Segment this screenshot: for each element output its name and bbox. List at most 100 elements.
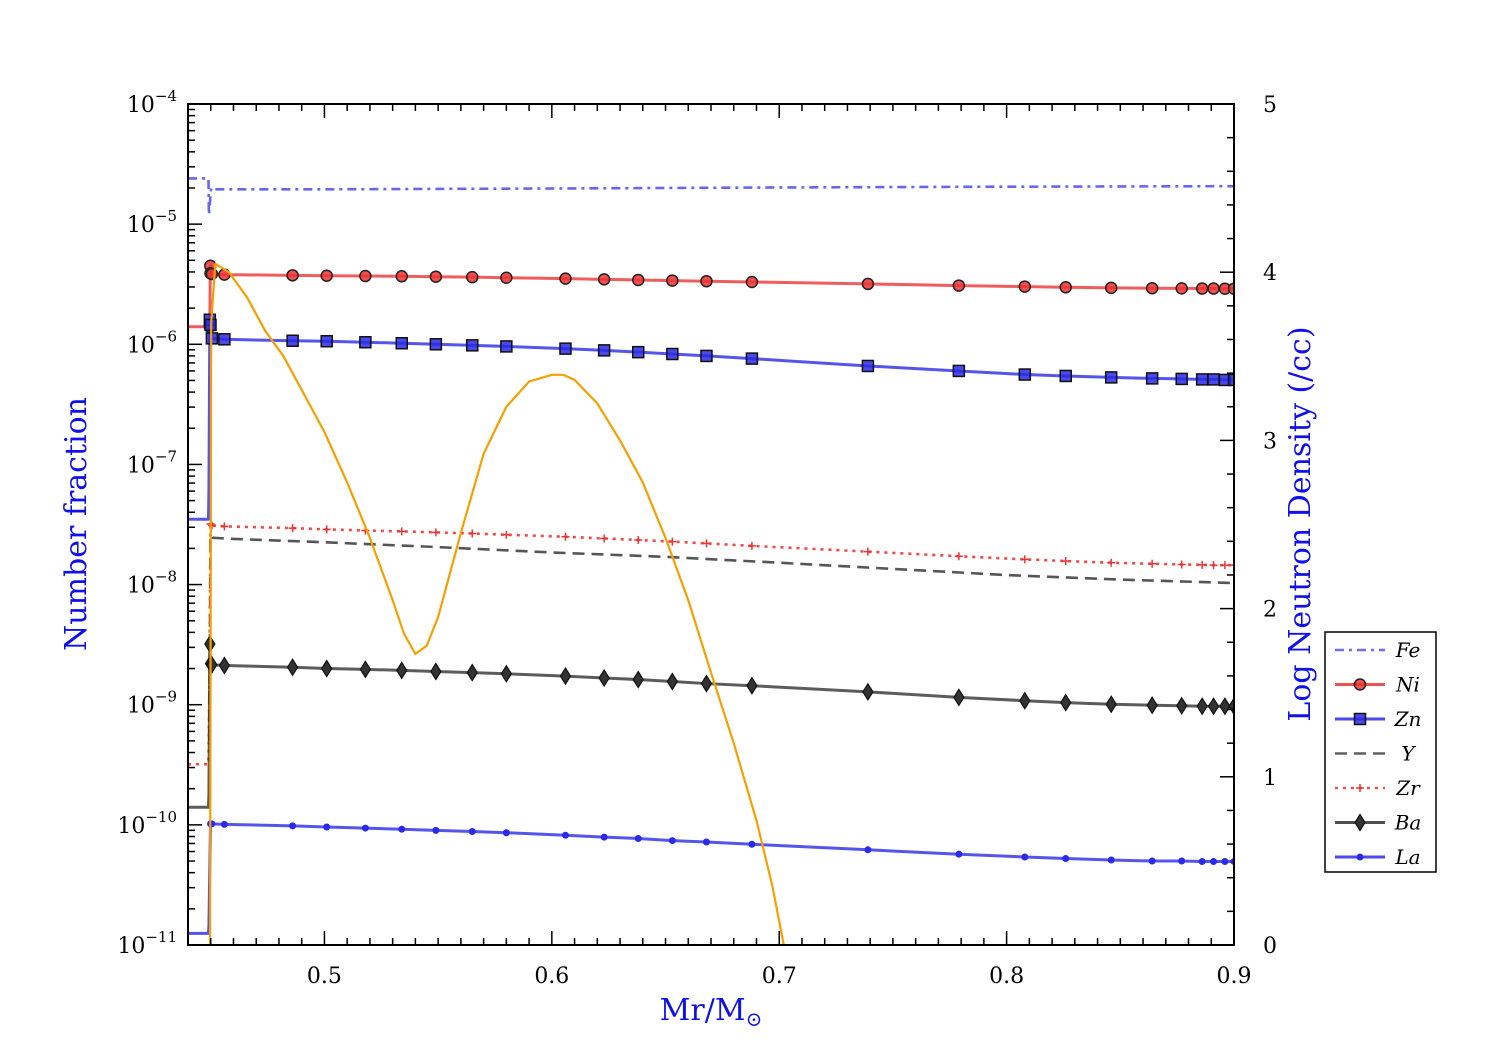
series-ni-marker bbox=[465, 270, 479, 284]
series-la-marker bbox=[864, 846, 872, 854]
series-zn-line bbox=[188, 318, 1234, 521]
series-ni-marker bbox=[861, 277, 875, 291]
legend-marker bbox=[1353, 712, 1367, 726]
axis-ticks bbox=[188, 103, 1235, 946]
x-axis-title: Mr/M⊙ bbox=[660, 993, 763, 1031]
y-right-tick-labels: 0 1 2 3 4 5 bbox=[1263, 93, 1277, 959]
series-la-marker bbox=[1210, 858, 1218, 866]
series-la-marker bbox=[432, 826, 440, 834]
legend-item-la: La bbox=[1335, 845, 1421, 869]
series-zn-marker bbox=[359, 335, 372, 349]
series-ni-marker bbox=[1145, 281, 1159, 295]
series-ba-marker bbox=[953, 688, 965, 707]
x-tick-label: 0.6 bbox=[534, 964, 569, 989]
y-tick-label: 10−8 bbox=[127, 568, 177, 599]
series-zr-marker bbox=[1220, 561, 1229, 570]
series-y bbox=[208, 533, 1234, 741]
x-tick-label: 0.5 bbox=[307, 964, 342, 989]
series-ba-marker bbox=[559, 666, 572, 686]
series-zr-marker bbox=[863, 547, 872, 556]
y-tick-label: 10−6 bbox=[127, 327, 177, 358]
series-zn bbox=[188, 313, 1234, 521]
y-right-tick-label: 0 bbox=[1263, 934, 1277, 959]
x-tick-label: 0.8 bbox=[989, 964, 1024, 989]
series-ni-marker bbox=[1104, 281, 1118, 295]
series-la-marker bbox=[600, 833, 608, 841]
series-zr-marker bbox=[322, 525, 331, 534]
series-zr-marker bbox=[1198, 560, 1207, 569]
series-ni-line bbox=[188, 264, 1234, 329]
series-zn-marker bbox=[745, 352, 759, 365]
y-right-tick-label: 1 bbox=[1263, 766, 1277, 791]
series-zr-marker bbox=[954, 552, 963, 561]
series-la-marker bbox=[289, 822, 297, 830]
y-axis-title: Number fraction bbox=[59, 397, 94, 651]
series-y-line bbox=[208, 533, 1234, 741]
series-ba-marker bbox=[598, 668, 610, 688]
series-zr-marker bbox=[220, 522, 229, 531]
neutron-density-line bbox=[208, 262, 785, 945]
series-ba-marker bbox=[500, 664, 513, 683]
series-zr-marker bbox=[397, 527, 406, 536]
series-zr-marker bbox=[431, 528, 440, 537]
series-zn-marker bbox=[559, 342, 572, 355]
series-la-marker bbox=[1107, 856, 1115, 864]
series-la-marker bbox=[1062, 854, 1070, 862]
series-zr-marker bbox=[702, 539, 711, 548]
series-ni-marker bbox=[666, 274, 679, 287]
legend-item-ba: Ba bbox=[1335, 811, 1421, 835]
legend-label: Zr bbox=[1395, 776, 1421, 800]
y-right-tick-label: 2 bbox=[1263, 598, 1277, 623]
x-tick-label: 0.9 bbox=[1217, 964, 1252, 989]
series-la-marker bbox=[1148, 857, 1156, 865]
plot-frame bbox=[187, 103, 1235, 946]
series-ni-marker bbox=[1207, 282, 1220, 295]
series-ba-marker bbox=[1207, 697, 1220, 716]
series-ni bbox=[188, 259, 1234, 333]
series-zn-marker bbox=[286, 334, 299, 348]
series-ni-marker bbox=[359, 269, 372, 283]
series-la-marker bbox=[361, 824, 369, 832]
series-zn-marker bbox=[861, 359, 875, 373]
series-ba-marker bbox=[632, 670, 644, 689]
series-la-marker bbox=[702, 838, 710, 846]
legend-marker bbox=[1353, 678, 1367, 691]
series-ba-marker bbox=[1219, 697, 1231, 716]
series-zn-marker bbox=[1207, 373, 1220, 386]
series-la-marker bbox=[561, 831, 569, 839]
plot-lines bbox=[188, 177, 1234, 945]
series-ni-marker bbox=[631, 273, 645, 287]
series-zr-marker bbox=[668, 537, 677, 546]
series-zn-marker bbox=[1104, 371, 1118, 384]
legend-label: Y bbox=[1401, 742, 1416, 766]
series-zr-marker bbox=[502, 530, 511, 539]
series-zr-marker bbox=[1177, 560, 1186, 569]
series-zr-marker bbox=[1061, 557, 1070, 566]
series-zn-marker bbox=[597, 344, 611, 357]
series-ba-marker bbox=[862, 682, 874, 701]
series-la-marker bbox=[955, 850, 963, 858]
series-la-marker bbox=[1221, 858, 1229, 866]
y-right-tick-label: 5 bbox=[1263, 93, 1277, 118]
series-zr-marker bbox=[1148, 559, 1157, 568]
series-zn-marker bbox=[465, 339, 479, 352]
x-axis-title-subscript: ⊙ bbox=[746, 1007, 763, 1031]
series-la-line bbox=[188, 822, 1234, 935]
y-tick-label: 10−5 bbox=[127, 207, 177, 238]
series-ni-marker bbox=[745, 275, 759, 289]
series-zn-marker bbox=[500, 340, 513, 353]
legend-box bbox=[1324, 631, 1437, 873]
series-ba-marker bbox=[359, 660, 372, 679]
legend-marker bbox=[1356, 784, 1364, 792]
series-ba-marker bbox=[321, 659, 333, 678]
series-zr-marker bbox=[600, 534, 609, 543]
series-ni-marker bbox=[395, 270, 408, 283]
series-ba-marker bbox=[700, 674, 713, 693]
legend-label: La bbox=[1394, 845, 1420, 869]
y-right-axis-title: Log Neutron Density (/cc) bbox=[1283, 326, 1318, 721]
series-la-marker bbox=[502, 829, 510, 837]
series-zr-marker bbox=[561, 532, 570, 541]
series-zn-marker bbox=[429, 338, 443, 351]
series-ba-marker bbox=[396, 661, 408, 680]
series-ba-marker bbox=[286, 658, 299, 677]
